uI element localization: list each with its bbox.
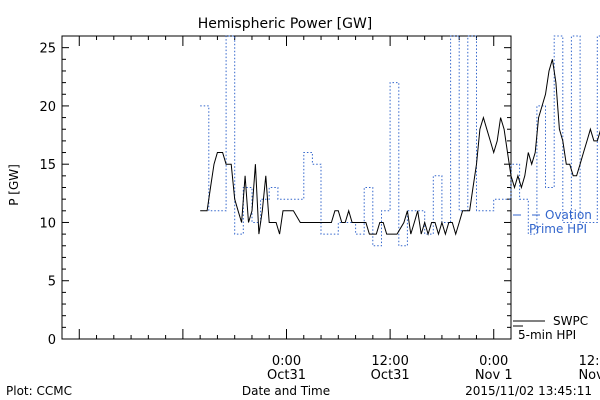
x-tick-label-date: Nov 1 — [475, 368, 513, 383]
legend: Ovation Prime HPI SWPC 5-min HPI — [513, 208, 592, 342]
footer-plot-credit: Plot: CCMC — [6, 384, 72, 398]
x-tick-label-time: 0:00 — [272, 354, 301, 369]
x-tick-label-date: Oct31 — [267, 368, 306, 383]
legend-ovation-line2: Prime HPI — [529, 222, 587, 236]
y-tick-label: 10 — [39, 216, 56, 231]
x-tick-label-time: 12:00 — [371, 354, 408, 369]
x-axis-label: Date and Time — [242, 384, 330, 398]
y-axis-label: P [GW] — [7, 164, 21, 206]
plot-area-frame — [61, 35, 512, 340]
chart-title: Hemispheric Power [GW] — [198, 16, 373, 32]
legend-ovation: Ovation Prime HPI — [513, 208, 592, 236]
legend-ovation-line1: Ovation — [545, 208, 592, 222]
x-tick-label-time: 12:00 — [579, 354, 600, 369]
series-layer — [200, 35, 600, 247]
y-axis-ticks: 0 5 10 15 20 25 — [39, 35, 511, 348]
y-tick-label: 0 — [48, 333, 56, 348]
legend-swpc: SWPC 5-min HPI — [513, 314, 588, 342]
y-tick-label: 25 — [39, 42, 56, 57]
legend-swpc-line1: SWPC — [553, 314, 588, 328]
y-tick-label: 15 — [39, 158, 56, 173]
footer-timestamp: 2015/11/02 13:45:11 — [465, 384, 592, 398]
x-tick-label-date: Oct31 — [371, 368, 410, 383]
legend-swpc-line2: 5-min HPI — [518, 328, 576, 342]
y-tick-label: 5 — [48, 275, 56, 290]
x-tick-label-date: Nov 1 — [578, 368, 600, 383]
series-line-ovation — [200, 35, 600, 247]
x-tick-label-time: 0:00 — [479, 354, 508, 369]
y-tick-label: 20 — [39, 100, 56, 115]
series-line-swpc — [200, 59, 600, 236]
